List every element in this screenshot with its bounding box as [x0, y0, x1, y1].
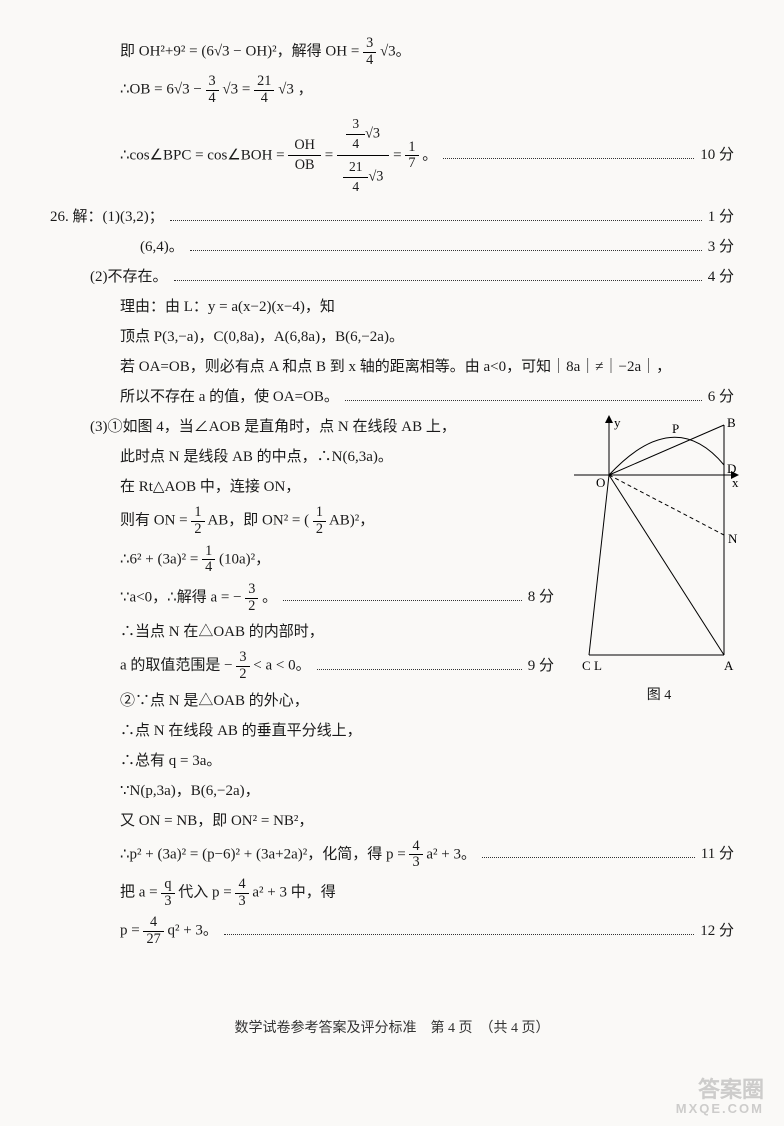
- q26-3-solve: ∵a<0，∴解得 a = − 32 。 8 分: [50, 582, 734, 614]
- q26-3-in: ∴当点 N 在△OAB 的内部时，: [50, 620, 734, 644]
- page-footer: 数学试卷参考答案及评分标准 第 4 页 （共 4 页）: [50, 1018, 734, 1040]
- q26-3-2: 此时点 N 是线段 AB 的中点，∴N(6,3a)。: [50, 445, 734, 469]
- eq-cos: ∴cos∠BPC = cos∠BOH = OH OB = 34√3 214√3 …: [50, 113, 734, 200]
- q26-reason1: 理由：由 L：y = a(x−2)(x−4)，知: [50, 295, 734, 319]
- eq-oh: 即 OH²+9² = (6√3 − OH)²，解得 OH = 34 √3。: [50, 36, 734, 68]
- watermark: 答案圈 MXQE.COM: [676, 1078, 764, 1116]
- q26-2: (2)不存在。4 分: [50, 265, 734, 289]
- q26-3-calc: ∴6² + (3a)² = 14 (10a)²，: [50, 544, 734, 576]
- q26-3-range: a 的取值范围是 − 32 < a < 0。 9 分: [50, 650, 734, 682]
- eq-ob: ∴OB = 6√3 − 34 √3 = 214 √3 ，: [50, 74, 734, 106]
- q26-1a: 26. 解：(1)(3,2)；1 分: [50, 205, 734, 229]
- q26-c1: ②∵点 N 是△OAB 的外心，: [50, 689, 734, 713]
- q26-final: p = 427 q² + 3。 12 分: [50, 915, 734, 947]
- q26-c4: ∵N(p,3a)，B(6,−2a)，: [50, 779, 734, 803]
- q26-3-1: (3)①如图 4，当∠AOB 是直角时，点 N 在线段 AB 上，: [50, 415, 734, 439]
- q26-1b: (6,4)。3 分: [50, 235, 734, 259]
- q26-reason4: 所以不存在 a 的值，使 OA=OB。6 分: [50, 385, 734, 409]
- q26-reason2: 顶点 P(3,−a)，C(0,8a)，A(6,8a)，B(6,−2a)。: [50, 325, 734, 349]
- q26-sub: 把 a = q3 代入 p = 43 a² + 3 中，得: [50, 877, 734, 909]
- q26-reason3: 若 OA=OB，则必有点 A 和点 B 到 x 轴的距离相等。由 a<0，可知｜…: [50, 355, 734, 379]
- q26-3-on: 则有 ON = 12 AB，即 ON² = ( 12 AB)²，: [50, 505, 734, 537]
- q26-c5: 又 ON = NB，即 ON² = NB²，: [50, 809, 734, 833]
- q26-c3: ∴总有 q = 3a。: [50, 749, 734, 773]
- q26-c2: ∴点 N 在线段 AB 的垂直平分线上，: [50, 719, 734, 743]
- q26-3-3: 在 Rt△AOB 中，连接 ON，: [50, 475, 734, 499]
- q26-c6: ∴p² + (3a)² = (p−6)² + (3a+2a)²，化简，得 p =…: [50, 839, 734, 871]
